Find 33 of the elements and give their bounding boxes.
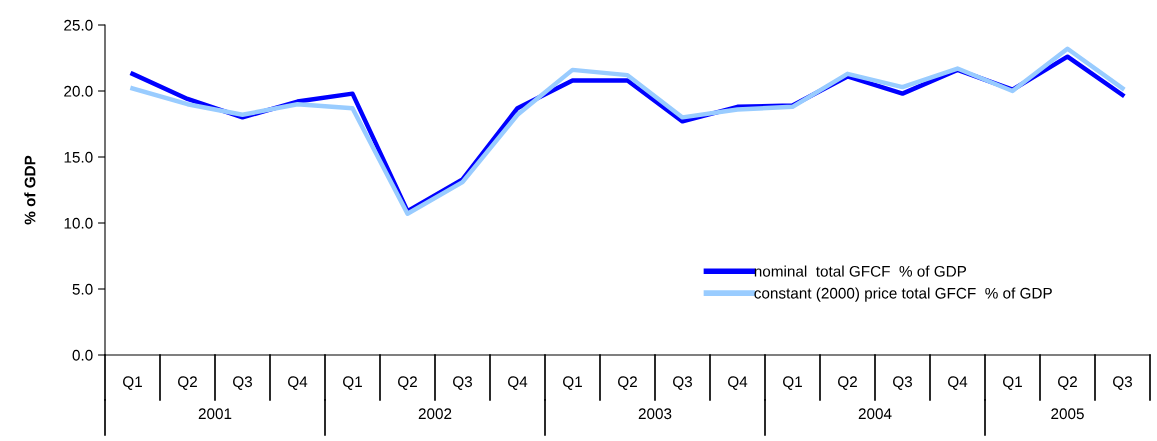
x-tick-label: Q3 xyxy=(233,376,253,390)
x-tick-label: Q4 xyxy=(728,376,748,390)
y-tick-label: 25.0 xyxy=(64,19,93,31)
text: 2004 xyxy=(858,408,892,420)
y-axis-title: % of GDP xyxy=(24,155,36,225)
text: 2003 xyxy=(638,408,672,420)
y-tick-label: 20.0 xyxy=(64,85,93,97)
text: 2005 xyxy=(1051,408,1084,420)
x-tick-label: Q2 xyxy=(178,376,197,390)
y-tick-label: 15.0 xyxy=(64,151,93,163)
x-tick-label: Q3 xyxy=(673,376,693,390)
x-tick-label: Q2 xyxy=(1058,376,1077,390)
x-tick-label: Q2 xyxy=(618,376,637,390)
legend-label: nominal total GFCF % of GDP xyxy=(754,265,967,277)
x-tick-label: Q1 xyxy=(783,376,802,390)
y-tick-label: 10.0 xyxy=(64,217,93,229)
x-tick-label: Q1 xyxy=(563,376,582,390)
x-tick-label: Q3 xyxy=(893,376,913,390)
x-tick-label: Q3 xyxy=(453,376,473,390)
x-tick-label: Q3 xyxy=(1113,376,1133,390)
x-tick-label: Q4 xyxy=(948,376,968,390)
x-tick-label: Q1 xyxy=(1003,376,1022,390)
legend-label: constant (2000) price total GFCF % of GDP xyxy=(754,287,1052,302)
y-tick-label: 0.0 xyxy=(72,349,93,361)
text: 2002 xyxy=(418,408,452,420)
x-tick-label: Q4 xyxy=(508,376,528,390)
y-tick-label: 5.0 xyxy=(72,283,93,295)
x-tick-label: Q2 xyxy=(398,376,417,390)
x-tick-label: Q1 xyxy=(343,376,362,390)
x-tick-label: Q4 xyxy=(288,376,308,390)
text: 2001 xyxy=(198,408,232,420)
x-tick-label: Q1 xyxy=(123,376,142,390)
x-tick-label: Q2 xyxy=(838,376,857,390)
